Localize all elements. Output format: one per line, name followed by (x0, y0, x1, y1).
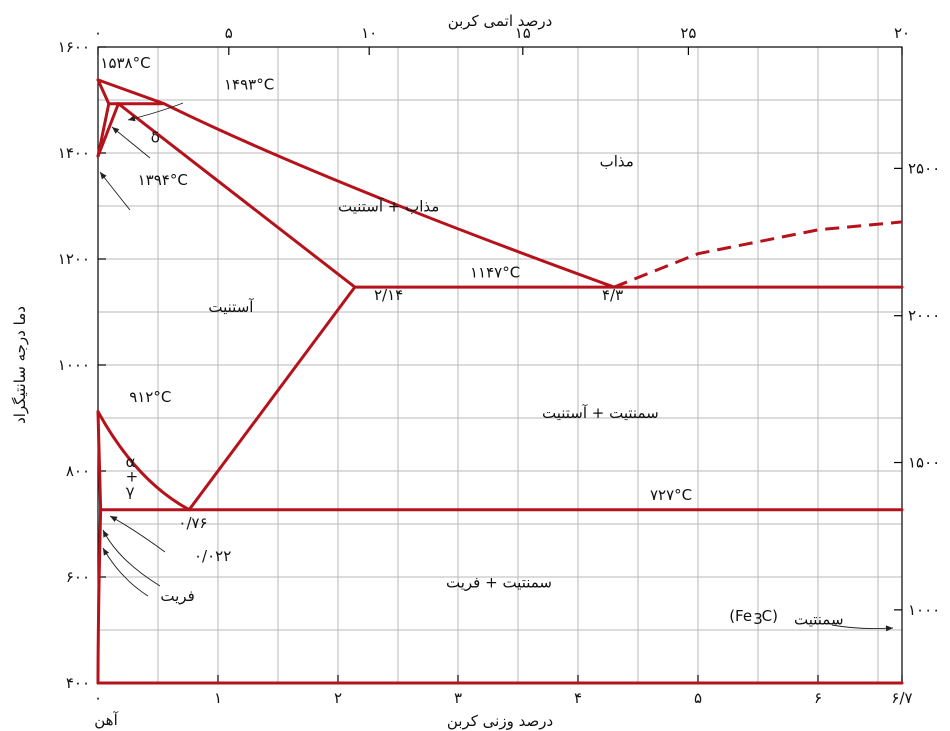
y-tick-label: ۸۰۰ (66, 462, 90, 480)
leader-arrow (102, 529, 161, 587)
phase-boundary (96, 78, 166, 106)
right-tick-label: ۱۰۰۰ (908, 601, 940, 619)
leader-arrow (109, 515, 166, 553)
phase-boundary (96, 410, 191, 512)
x-tick-label: ۶/۷ (891, 689, 912, 707)
annotation-label: ۱۳۹۴°C (138, 171, 188, 189)
annotation-label: سمنتیت + آستنیت (542, 404, 659, 422)
right-tick-label: ۲۵۰۰ (908, 159, 940, 177)
top-tick-label: ۱۵ (515, 24, 531, 42)
right-tick-label: ۱۵۰۰ (908, 454, 940, 472)
x-axis-label: درصد وزنی کربن (447, 712, 553, 730)
leader-arrowhead (885, 625, 893, 632)
annotation-label: سمنتیت + فریت (446, 574, 552, 592)
leader-arrowhead (112, 127, 120, 134)
phase-boundary (96, 78, 111, 106)
x-tick-label: ۴ (574, 689, 582, 707)
annotation-label: ۷۲۷°C (650, 486, 692, 504)
leader-arrowhead (103, 548, 110, 556)
top-tick-label: ۰ (94, 24, 102, 42)
annotation-label: آستنیت (208, 298, 254, 316)
leader-arrow (99, 171, 131, 211)
grid-lines (98, 47, 902, 683)
x-tick-label: ۳ (454, 689, 462, 707)
x-tick-label: ۲ (334, 689, 342, 707)
annotation-label: γ (126, 482, 135, 500)
top-tick-label: ۲۵ (680, 24, 696, 42)
x-tick-label: ۱ (214, 689, 222, 707)
annotation-label: ۱۱۴۷°C (470, 264, 520, 282)
leader-arrowhead (100, 172, 107, 180)
phase-boundary (162, 102, 616, 289)
x-tick-label: ۰ (94, 689, 102, 707)
annotation-label: ۱۴۹۳°C (224, 75, 274, 93)
x-tick-label: ۶ (814, 689, 822, 707)
annotation-label: سمنتیت (794, 611, 844, 629)
top-tick-label: ۲۰ (894, 24, 910, 42)
leader-arrowhead (110, 516, 118, 523)
leader-arrow (102, 547, 149, 597)
y-axis-label: دما درجه سانتیگراد (11, 306, 29, 424)
y-tick-label: ۱۶۰۰ (58, 38, 90, 56)
phase-boundary (96, 508, 103, 685)
region-annotations: ۱۵۳۸°C ۱۴۹۳°C δ ۱۳۹۴°C مذاب مذاب + آستنیت ۱۱۴۷… (100, 54, 843, 629)
annotation-label: δ (151, 128, 160, 146)
phase-boundary (187, 285, 357, 512)
annotation-label: ۱۵۳۸°C (100, 54, 150, 72)
y-tick-label: ۴۰۰ (66, 674, 90, 692)
annotation-label: ۰/۷۶ (178, 514, 207, 532)
x-tick-label: ۵ (694, 689, 702, 707)
leader-arrowhead (103, 530, 109, 538)
annotation-label: ۲/۱۴ (374, 286, 403, 304)
annotation-label: + (126, 468, 139, 486)
y-tick-label: ۱۰۰۰ (58, 356, 90, 374)
leader-arrow (127, 102, 184, 121)
annotation-arrows (99, 102, 894, 632)
y-tick-label: ۱۴۰۰ (58, 144, 90, 162)
annotation-label: مذاب (600, 152, 634, 170)
top-tick-label: ۱۰ (361, 24, 377, 42)
iron-label: آهن (94, 711, 118, 729)
y-tick-label: ۱۲۰۰ (58, 250, 90, 268)
annotation-label: 3 (753, 610, 763, 628)
annotation-label: ۹۱۲°C (129, 388, 171, 406)
phase-boundary (96, 410, 103, 512)
phase-boundary (96, 102, 120, 158)
annotation-label: (Fe (729, 607, 752, 625)
annotation-label: مذاب + آستنیت (338, 197, 439, 215)
annotation-label: α (126, 453, 136, 471)
annotation-label: C) (762, 607, 778, 625)
phase-boundary-dashed (613, 220, 903, 289)
annotation-label: فریت (160, 587, 194, 605)
right-tick-label: ۲۰۰۰ (908, 307, 940, 325)
leader-arrowhead (128, 115, 136, 122)
phase-boundaries (96, 78, 904, 685)
annotation-label: ۰/۰۲۲ (194, 547, 231, 565)
top-axis-label: درصد اتمی کربن (448, 12, 553, 30)
annotation-label: ۴/۳ (602, 286, 623, 304)
top-tick-label: ۵ (225, 24, 233, 42)
y-tick-label: ۶۰۰ (66, 568, 90, 586)
phase-boundary (116, 102, 357, 289)
